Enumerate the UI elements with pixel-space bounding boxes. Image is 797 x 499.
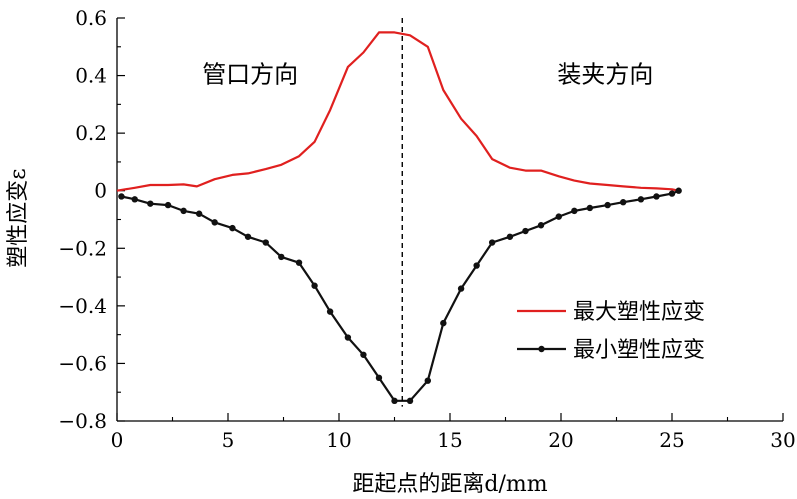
data-point-min xyxy=(506,233,514,240)
data-point-min xyxy=(295,259,303,266)
data-point-min xyxy=(619,199,627,206)
legend: 最大塑性应变 最小塑性应变 xyxy=(517,300,705,363)
data-point-min xyxy=(311,282,318,289)
data-point-min xyxy=(604,201,611,209)
data-point-min xyxy=(537,222,545,229)
x-tick-label: 0 xyxy=(111,428,124,452)
series-line-min xyxy=(121,189,680,402)
series-layer xyxy=(116,18,682,407)
x-tick-label: 30 xyxy=(770,428,795,452)
y-tick-label: −0.4 xyxy=(58,294,107,318)
data-point-min xyxy=(262,239,269,246)
annotation-left: 管口方向 xyxy=(202,61,298,89)
data-point-min xyxy=(344,334,352,341)
y-tick-label: −0.8 xyxy=(58,409,107,433)
y-tick-label: −0.6 xyxy=(58,351,107,375)
x-tick-label: 20 xyxy=(548,428,573,452)
data-point-min xyxy=(180,207,187,215)
x-tick-label: 15 xyxy=(437,428,462,452)
data-point-min xyxy=(637,196,645,203)
data-point-min xyxy=(147,200,154,207)
data-point-min xyxy=(229,224,236,232)
data-point-min xyxy=(675,187,682,194)
x-axis-label: 距起点的距离d/mm xyxy=(352,472,547,497)
data-point-min xyxy=(668,190,676,197)
data-point-min xyxy=(164,201,172,209)
data-point-min xyxy=(195,210,203,217)
annotation-right: 装夹方向 xyxy=(557,61,653,89)
x-tick-label: 5 xyxy=(222,428,235,452)
legend-marker-min xyxy=(538,345,545,353)
data-point-min xyxy=(211,219,218,226)
y-tick-label: 0.6 xyxy=(75,6,107,30)
data-point-min xyxy=(653,193,660,200)
data-point-min xyxy=(326,308,334,315)
data-point-min xyxy=(424,377,431,384)
data-point-min xyxy=(375,374,383,382)
data-point-min xyxy=(488,239,496,246)
data-point-min xyxy=(440,319,447,327)
data-point-min xyxy=(555,213,562,220)
y-tick-label: 0 xyxy=(94,179,107,203)
data-point-min xyxy=(406,397,414,405)
data-point-min xyxy=(473,262,480,269)
data-point-min xyxy=(118,193,125,200)
data-point-min xyxy=(278,253,285,261)
data-point-min xyxy=(244,233,252,240)
series-line-max xyxy=(116,31,679,192)
y-tick-label: 0.4 xyxy=(75,64,107,88)
x-tick-label: 10 xyxy=(326,428,351,452)
data-point-min xyxy=(522,227,529,235)
y-tick-label: 0.2 xyxy=(75,121,107,145)
y-axis-label: 塑性应变ε xyxy=(6,168,31,267)
legend-label-min: 最小塑性应变 xyxy=(573,338,705,363)
data-point-min xyxy=(571,207,578,215)
data-point-min xyxy=(360,351,367,358)
data-point-min xyxy=(391,397,398,405)
y-tick-label: −0.2 xyxy=(58,236,107,260)
data-point-min xyxy=(457,285,465,292)
x-tick-label: 25 xyxy=(659,428,684,452)
legend-label-max: 最大塑性应变 xyxy=(573,300,705,325)
data-point-min xyxy=(586,204,594,212)
data-point-min xyxy=(131,196,138,203)
ticks: 0 5 10 15 20 25 30 −0.8 −0.6 −0.4 −0.2 0 0.2 0.4 0.6 xyxy=(58,6,795,452)
